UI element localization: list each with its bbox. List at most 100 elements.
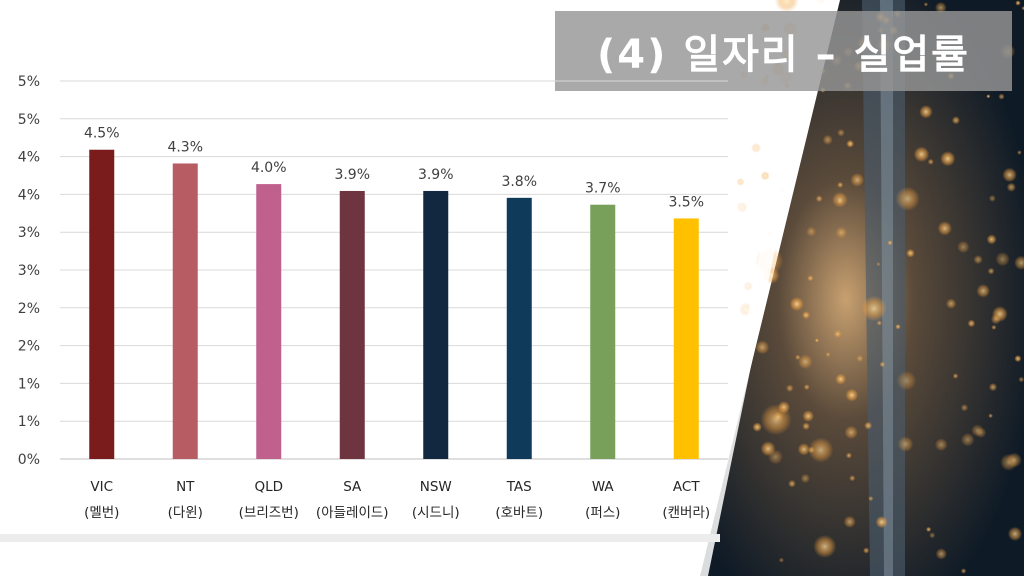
bokeh-spark [864,421,873,430]
x-tick-label: WA [592,479,615,495]
bokeh-spark [960,404,969,412]
bokeh-spark [837,181,844,188]
data-label: 3.9% [418,167,454,183]
bokeh-spark [987,267,995,275]
data-label: 4.3% [167,139,203,155]
x-tick-label: SA [343,479,362,495]
bokeh-spark [986,234,997,245]
x-tick-sublabel: (시드니) [412,505,460,521]
bokeh-spark [789,297,804,311]
y-tick-label: 3% [18,225,40,241]
bokeh-spark [967,319,976,328]
x-tick-sublabel: (아들레이드) [316,505,389,521]
x-tick-sublabel: (퍼스) [585,505,620,521]
bokeh-spark [802,410,814,422]
bokeh-spark [934,1,947,14]
bokeh-spark [875,516,888,529]
bokeh-spark [788,479,796,488]
bokeh-spark [923,2,929,7]
bokeh-spark [895,186,920,211]
x-tick-label: QLD [254,479,283,495]
bokeh-spark [798,354,813,370]
x-tick-label: TAS [506,479,532,495]
data-label: 3.8% [501,174,537,190]
bokeh-spark [844,425,858,440]
bokeh-spark [813,535,837,558]
bokeh-spark [926,526,932,533]
bokeh-spark [833,330,842,338]
bokeh-spark [998,93,1005,100]
bar-sa [339,190,365,460]
chart-gridlines [60,80,728,460]
bokeh-spark [988,194,996,202]
x-tick-sublabel: (캔버라) [662,505,710,521]
bokeh-spark [837,128,845,137]
bokeh-spark [843,515,856,528]
chart-labels: 4.5% VIC (멜번) 4.3% NT (다윈) 4.0% QLD (브리즈번) 3.9% SA… [84,126,710,521]
data-label: 4.5% [84,126,120,142]
bokeh-spark [935,548,947,560]
bokeh-spark [906,248,915,258]
y-tick-label: 2% [18,301,40,317]
bokeh-spark [951,116,961,125]
y-tick-label: 0% [18,452,40,468]
bokeh-spark [990,314,1002,325]
bar-nsw [423,190,449,460]
bokeh-spark [1017,150,1022,155]
bokeh-spark [807,275,814,282]
bokeh-spark [976,284,990,298]
bokeh-spark [919,105,933,119]
bokeh-spark [856,355,864,362]
data-label: 3.5% [668,194,704,210]
bokeh-spark [825,352,831,357]
bokeh-spark [960,432,975,447]
bokeh-spark [995,252,1010,267]
bokeh-spark [846,139,855,148]
bokeh-spark [876,320,882,326]
x-tick-label: VIC [90,479,113,495]
bokeh-spark [929,532,936,539]
bokeh-spark [991,324,997,330]
bottom-band [0,534,720,542]
bokeh-spark [927,158,934,165]
bokeh-spark [952,373,959,379]
bokeh-spark [934,438,948,452]
bar-act [673,218,699,459]
bokeh-spark [802,422,810,431]
y-tick-label: 5% [18,74,40,90]
bokeh-spark [1006,182,1016,192]
bokeh-spark [861,295,887,322]
bokeh-spark [863,547,870,554]
bokeh-spark [772,411,784,423]
bokeh-spark [822,134,833,145]
bokeh-spark [897,436,914,452]
y-tick-label: 5% [18,112,40,128]
slide-title: (4) 일자리 – 실업률 [597,32,970,78]
bokeh-spark [1018,376,1024,383]
bokeh-spark [803,384,810,390]
bokeh-spark [815,195,823,203]
x-tick-sublabel: (브리즈번) [239,505,299,521]
bokeh-spark [879,361,886,368]
bokeh-spark [845,452,852,459]
bokeh-spark [960,568,967,574]
bokeh-spark [845,388,859,402]
chart-y-axis: 0% 1% 1% 2% 2% 3% 3% 4% 4% 5% 5% [18,74,40,468]
bokeh-spark [1002,167,1017,183]
title-box: (4) 일자리 – 실업률 [555,11,1012,91]
bokeh-spark [1014,255,1024,270]
bokeh-spark [895,324,901,330]
bokeh-spark [896,370,917,391]
bokeh-spark [806,226,817,237]
bokeh-spark [752,422,762,432]
bokeh-spark [802,311,811,320]
bokeh-spark [986,94,991,99]
bokeh-spark [1014,355,1022,363]
bokeh-spark [760,441,776,457]
bokeh-spark [887,240,893,246]
bokeh-spark [835,226,848,239]
bokeh-spark [1021,6,1024,11]
bokeh-spark [868,496,874,502]
